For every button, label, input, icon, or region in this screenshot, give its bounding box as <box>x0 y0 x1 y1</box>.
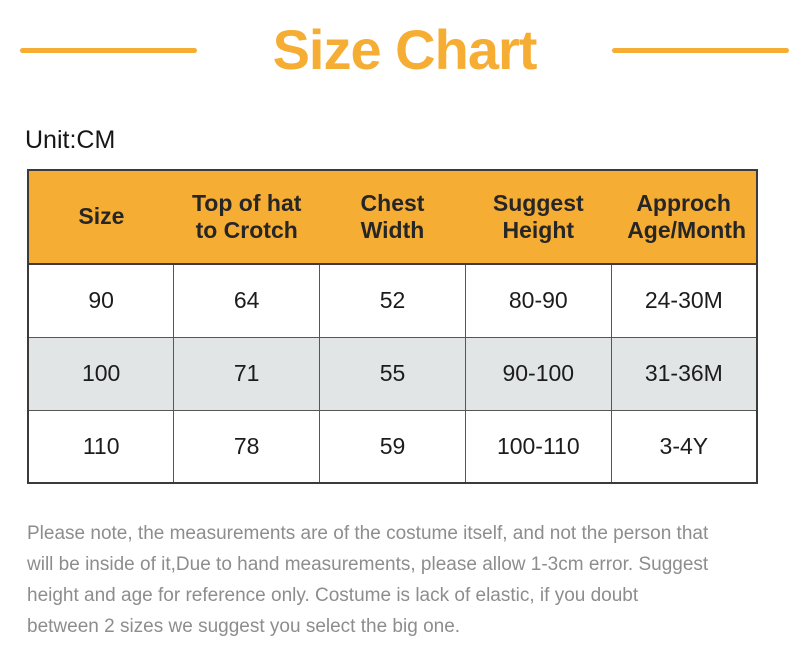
title-decoration-line-right <box>612 47 790 53</box>
table-cell: 55 <box>319 336 466 411</box>
table-cell: 3-4Y <box>610 409 758 484</box>
table-cell: 64 <box>173 263 321 338</box>
table-cell: 110 <box>27 409 175 484</box>
table-cell: 71 <box>173 336 321 411</box>
table-cell: 24-30M <box>610 263 758 338</box>
footer-line: will be inside of it,Due to hand measure… <box>27 554 709 575</box>
table-row: 110 78 59 100-110 3-4Y <box>27 409 758 484</box>
unit-label: Unit:CM <box>25 126 116 154</box>
table-header-row: Size Top of hat to Crotch Chest Width Su… <box>28 170 757 265</box>
title-row: Size Chart <box>0 18 809 82</box>
page-title: Size Chart <box>272 18 538 81</box>
table-cell: 31-36M <box>610 336 758 411</box>
table-cell: 78 <box>173 409 321 484</box>
table-cell: 80-90 <box>464 263 612 338</box>
table-cell: 90-100 <box>464 336 612 411</box>
title-decoration-line-left <box>19 47 197 53</box>
column-header-size: Size <box>28 170 174 265</box>
table-cell: 59 <box>319 409 466 484</box>
table-row: 100 71 55 90-100 31-36M <box>27 336 758 411</box>
footer-line: height and age for reference only. Costu… <box>27 585 639 606</box>
column-header-top-of-hat-to-crotch: Top of hat to Crotch <box>173 170 320 265</box>
table-cell: 90 <box>27 263 175 338</box>
table-row: 90 64 52 80-90 24-30M <box>27 263 758 338</box>
table-cell: 52 <box>319 263 466 338</box>
footer-line: Please note, the measurements are of the… <box>27 523 709 544</box>
column-header-chest-width: Chest Width <box>319 170 466 265</box>
column-header-approch-age-month: Approch Age/Month <box>611 170 757 265</box>
footer-note: Please note, the measurements are of the… <box>27 518 809 642</box>
table-cell: 100-110 <box>464 409 612 484</box>
footer-line: between 2 sizes we suggest you select th… <box>27 616 461 637</box>
size-table: Size Top of hat to Crotch Chest Width Su… <box>27 169 758 484</box>
table-cell: 100 <box>27 336 175 411</box>
column-header-suggest-height: Suggest Height <box>465 170 612 265</box>
